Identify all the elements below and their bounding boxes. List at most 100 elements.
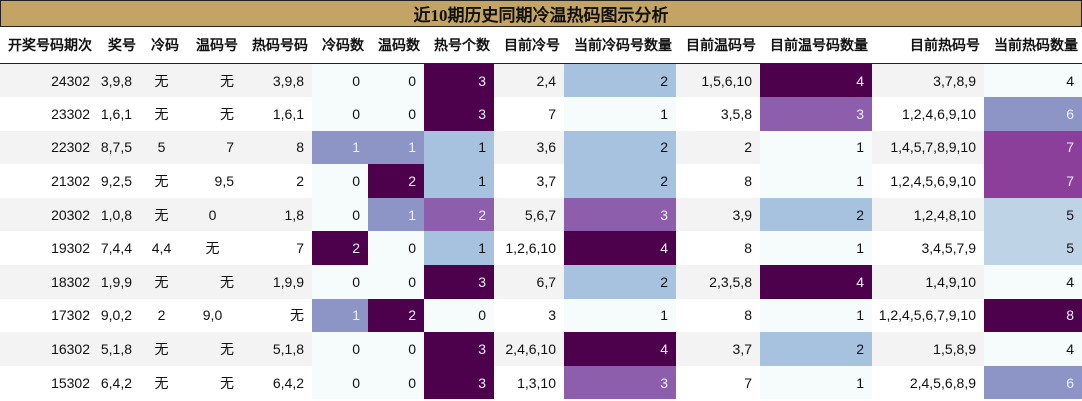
table-row: 17302 9,0,2 2 9,0 无 1 2 0 3 1 8 1 1,2,4,…: [0, 298, 1082, 333]
cell-current-cold-count: 1: [564, 97, 676, 131]
cell-hot: 3,9,8: [242, 63, 312, 98]
cell-current-hot-count: 4: [984, 265, 1082, 299]
cell-current-hot: 1,5,8,9: [872, 332, 984, 366]
cell-warm: 无: [183, 97, 242, 131]
cell-cold: 2: [140, 298, 183, 333]
cell-current-cold: 2,4,6,10: [494, 332, 564, 366]
cell-hot: 5,1,8: [242, 332, 312, 366]
cell-cold-count: 0: [312, 197, 368, 232]
cell-current-warm: 2: [676, 130, 760, 165]
cell-warm-count: 2: [368, 164, 424, 198]
cell-prize: 1,0,8: [98, 197, 140, 232]
cell-current-cold-count: 3: [564, 197, 676, 232]
cell-current-warm-count: 2: [760, 197, 872, 232]
cell-hot: 6,4,2: [242, 365, 312, 400]
cell-current-cold: 1,2,6,10: [494, 231, 564, 266]
cell-hot-count: 3: [424, 265, 494, 299]
cell-cold-count: 0: [312, 164, 368, 198]
cell-cold-count: 0: [312, 97, 368, 131]
table-row: 22302 8,7,5 5 7 8 1 1 1 3,6 2 2 1 1,4,5,…: [0, 130, 1082, 165]
cell-current-cold: 3,6: [494, 130, 564, 165]
cell-period: 21302: [0, 164, 98, 198]
cell-cold: 5: [140, 130, 183, 165]
col-header-current-cold-count: 当前冷码号数量: [564, 27, 676, 64]
cell-current-warm: 2,3,5,8: [676, 265, 760, 299]
cell-current-warm: 8: [676, 231, 760, 266]
cell-current-cold: 6,7: [494, 265, 564, 299]
cell-prize: 1,6,1: [98, 97, 140, 131]
cell-current-hot-count: 5: [984, 197, 1082, 232]
cell-hot: 1,8: [242, 197, 312, 232]
cell-warm: 9,0: [183, 298, 242, 333]
cell-current-hot-count: 7: [984, 130, 1082, 165]
table-row: 15302 6,4,2 无 无 6,4,2 0 0 3 1,3,10 3 7 1…: [0, 365, 1082, 400]
cell-current-cold-count: 1: [564, 298, 676, 333]
cell-cold: 无: [140, 197, 183, 232]
cell-current-hot: 3,7,8,9: [872, 63, 984, 98]
cell-cold: 无: [140, 63, 183, 98]
cold-warm-hot-table: 开奖号码期次 奖号 冷码 温码号 热码号码 冷码数 温码数 热号个数 目前冷号 …: [0, 27, 1082, 400]
table-row: 20302 1,0,8 无 0 1,8 0 1 2 5,6,7 3 3,9 2 …: [0, 197, 1082, 232]
cell-current-cold: 3,7: [494, 164, 564, 198]
cell-warm: 无: [183, 265, 242, 299]
cell-current-cold-count: 2: [564, 130, 676, 165]
cell-current-cold: 7: [494, 97, 564, 131]
cell-prize: 7,4,4: [98, 231, 140, 266]
cell-cold-count: 1: [312, 298, 368, 333]
col-header-cold-count: 冷码数: [312, 27, 368, 64]
cell-hot-count: 3: [424, 97, 494, 131]
cell-current-cold: 1,3,10: [494, 365, 564, 400]
cell-prize: 8,7,5: [98, 130, 140, 165]
cell-period: 24302: [0, 63, 98, 98]
cell-current-hot: 3,4,5,7,9: [872, 231, 984, 266]
col-header-current-cold: 目前冷号: [494, 27, 564, 64]
cell-cold: 无: [140, 97, 183, 131]
cell-hot: 1,9,9: [242, 265, 312, 299]
col-header-cold: 冷码: [140, 27, 183, 64]
cell-current-warm-count: 4: [760, 265, 872, 299]
cell-hot: 1,6,1: [242, 97, 312, 131]
cell-hot: 8: [242, 130, 312, 165]
cell-current-cold: 5,6,7: [494, 197, 564, 232]
cell-warm-count: 0: [368, 265, 424, 299]
cell-warm: 7: [183, 130, 242, 165]
cell-cold-count: 0: [312, 332, 368, 366]
cell-current-cold-count: 2: [564, 63, 676, 98]
cell-cold: 无: [140, 164, 183, 198]
cell-period: 19302: [0, 231, 98, 266]
col-header-hot: 热码号码: [242, 27, 312, 64]
table-row: 23302 1,6,1 无 无 1,6,1 0 0 3 7 1 3,5,8 3 …: [0, 97, 1082, 131]
cell-current-hot: 1,4,9,10: [872, 265, 984, 299]
cell-warm: 0: [183, 197, 242, 232]
cell-cold-count: 0: [312, 63, 368, 98]
cell-current-cold-count: 3: [564, 365, 676, 400]
cell-hot-count: 0: [424, 298, 494, 333]
cell-period: 17302: [0, 298, 98, 333]
cell-warm: 无: [183, 231, 242, 266]
cell-current-cold-count: 2: [564, 164, 676, 198]
col-header-current-hot: 目前热码号: [872, 27, 984, 64]
cell-warm: 无: [183, 332, 242, 366]
col-header-prize: 奖号: [98, 27, 140, 64]
cell-period: 23302: [0, 97, 98, 131]
cell-prize: 5,1,8: [98, 332, 140, 366]
cell-period: 15302: [0, 365, 98, 400]
table-row: 16302 5,1,8 无 无 5,1,8 0 0 3 2,4,6,10 4 3…: [0, 332, 1082, 366]
table-row: 18302 1,9,9 无 无 1,9,9 0 0 3 6,7 2 2,3,5,…: [0, 265, 1082, 299]
cell-hot-count: 1: [424, 130, 494, 165]
cell-current-hot: 2,4,5,6,8,9: [872, 365, 984, 400]
cell-current-warm: 8: [676, 164, 760, 198]
cell-current-warm-count: 1: [760, 298, 872, 333]
cell-cold-count: 0: [312, 365, 368, 400]
cell-hot-count: 3: [424, 63, 494, 98]
cell-warm: 无: [183, 63, 242, 98]
cell-prize: 9,2,5: [98, 164, 140, 198]
col-header-current-warm-count: 目前温号码数量: [760, 27, 872, 64]
col-header-current-hot-count: 当前热码数量: [984, 27, 1082, 64]
col-header-period: 开奖号码期次: [0, 27, 98, 64]
cell-current-warm: 3,9: [676, 197, 760, 232]
cell-warm-count: 1: [368, 197, 424, 232]
cell-current-hot: 1,2,4,5,6,9,10: [872, 164, 984, 198]
col-header-current-warm: 目前温码号: [676, 27, 760, 64]
